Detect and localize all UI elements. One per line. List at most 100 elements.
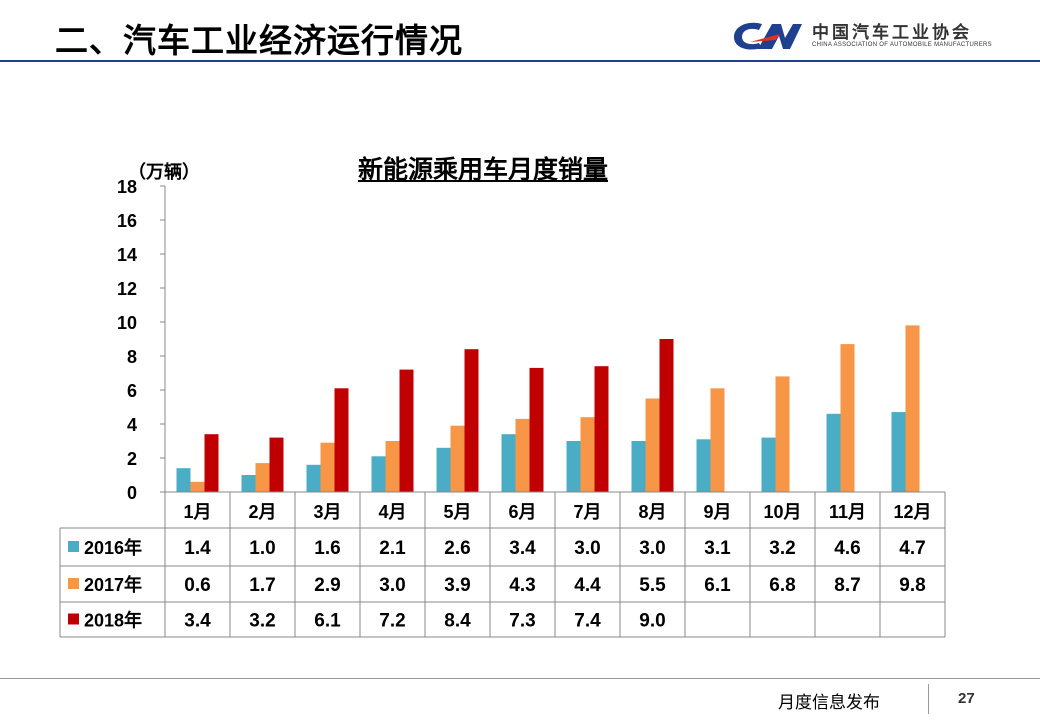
data-label: 3.0 <box>639 538 665 559</box>
bar-2017年-4月 <box>385 441 400 492</box>
data-label: 6.8 <box>769 575 795 596</box>
legend-marker-2016年 <box>68 541 79 552</box>
footer-divider <box>0 678 1040 679</box>
footer-label: 月度信息发布 <box>778 693 880 713</box>
header-divider <box>0 60 1040 62</box>
bar-2017年-1月 <box>190 481 205 492</box>
data-label: 2.6 <box>444 538 470 559</box>
data-label: 1.4 <box>184 538 211 559</box>
category-label: 3月 <box>313 502 341 522</box>
y-tick-label: 12 <box>117 279 137 299</box>
data-label: 3.0 <box>574 538 600 559</box>
y-tick-label: 6 <box>127 381 137 401</box>
y-tick-label: 8 <box>127 347 137 367</box>
y-tick-label: 10 <box>117 313 137 333</box>
data-label: 1.7 <box>249 575 275 596</box>
bar-2017年-12月 <box>905 325 920 492</box>
bar-2016年-4月 <box>371 456 386 492</box>
data-label: 5.5 <box>639 575 666 596</box>
bar-2016年-3月 <box>306 464 321 492</box>
data-label: 3.4 <box>509 538 536 559</box>
data-label: 2.1 <box>379 538 406 559</box>
chart-title: 新能源乘用车月度销量 <box>358 155 609 184</box>
bar-2016年-8月 <box>631 441 646 492</box>
bar-2016年-10月 <box>761 437 776 492</box>
bar-2017年-11月 <box>840 344 855 492</box>
data-label: 4.3 <box>509 575 535 596</box>
data-label: 9.8 <box>899 575 925 596</box>
data-label: 8.4 <box>444 611 471 632</box>
category-label: 10月 <box>763 502 801 522</box>
bar-2017年-9月 <box>710 388 725 492</box>
data-label: 1.6 <box>314 538 340 559</box>
logo-en-name: CHINA ASSOCIATION OF AUTOMOBILE MANUFACT… <box>812 42 992 48</box>
bar-2016年-12月 <box>891 412 906 492</box>
footer-separator <box>928 684 929 714</box>
bar-2016年-1月 <box>176 468 191 492</box>
data-label: 7.3 <box>509 611 535 632</box>
page-number: 27 <box>958 690 975 707</box>
data-label: 3.4 <box>184 611 211 632</box>
data-label: 4.6 <box>834 538 860 559</box>
bar-2018年-1月 <box>204 434 219 492</box>
bar-2017年-5月 <box>450 425 465 492</box>
data-label: 9.0 <box>639 611 665 632</box>
y-tick-label: 14 <box>117 245 137 265</box>
category-label: 6月 <box>508 502 536 522</box>
legend-marker-2018年 <box>68 613 79 625</box>
data-label: 4.7 <box>899 538 925 559</box>
bar-2017年-8月 <box>645 398 660 492</box>
caam-logo: 中国汽车工业协会 CHINA ASSOCIATION OF AUTOMOBILE… <box>732 18 1002 54</box>
legend-label: 2017年 <box>84 574 142 595</box>
bar-2016年-5月 <box>436 447 451 492</box>
category-label: 12月 <box>893 502 931 522</box>
data-label: 3.0 <box>379 575 405 596</box>
data-label: 4.4 <box>574 575 601 596</box>
category-label: 11月 <box>829 502 866 522</box>
legend-label: 2018年 <box>84 610 142 631</box>
bar-2018年-3月 <box>334 388 349 492</box>
bar-2017年-2月 <box>255 463 270 492</box>
data-label: 3.1 <box>704 538 731 559</box>
legend-marker-2017年 <box>68 578 79 589</box>
data-label: 3.2 <box>769 538 795 559</box>
bar-2016年-9月 <box>696 439 711 492</box>
data-label: 3.9 <box>444 575 470 596</box>
y-axis-unit-label: （万辆） <box>128 162 200 183</box>
bar-2016年-2月 <box>241 475 256 492</box>
data-label: 7.2 <box>379 611 405 632</box>
y-tick-label: 16 <box>117 211 137 231</box>
data-label: 7.4 <box>574 611 601 632</box>
data-label: 3.2 <box>249 611 275 632</box>
page-title: 二、汽车工业经济运行情况 <box>55 21 463 60</box>
bar-2016年-6月 <box>501 434 516 492</box>
data-label: 6.1 <box>704 575 731 596</box>
legend-label: 2016年 <box>84 537 142 558</box>
category-label: 2月 <box>248 502 276 522</box>
bar-2017年-3月 <box>320 442 335 492</box>
bar-2018年-6月 <box>529 367 544 492</box>
y-tick-label: 2 <box>127 449 137 469</box>
y-tick-label: 4 <box>127 415 137 435</box>
category-label: 4月 <box>378 502 406 522</box>
bar-2016年-7月 <box>566 441 581 492</box>
category-label: 7月 <box>573 502 601 522</box>
category-label: 9月 <box>703 502 731 522</box>
bar-2018年-5月 <box>464 349 479 492</box>
data-label: 2.9 <box>314 575 340 596</box>
logo-cn-name: 中国汽车工业协会 <box>812 23 972 43</box>
data-label: 0.6 <box>184 575 210 596</box>
bar-2017年-7月 <box>580 417 595 492</box>
caam-logo-icon <box>734 22 802 50</box>
bar-2018年-7月 <box>594 366 609 492</box>
bar-2017年-6月 <box>515 418 530 492</box>
category-label: 8月 <box>638 502 666 522</box>
category-label: 5月 <box>443 502 471 522</box>
bar-2016年-11月 <box>826 413 841 492</box>
bar-2018年-4月 <box>399 369 414 492</box>
bar-2018年-2月 <box>269 437 284 492</box>
data-label: 1.0 <box>249 538 275 559</box>
category-label: 1月 <box>183 502 211 522</box>
data-label: 8.7 <box>834 575 860 596</box>
